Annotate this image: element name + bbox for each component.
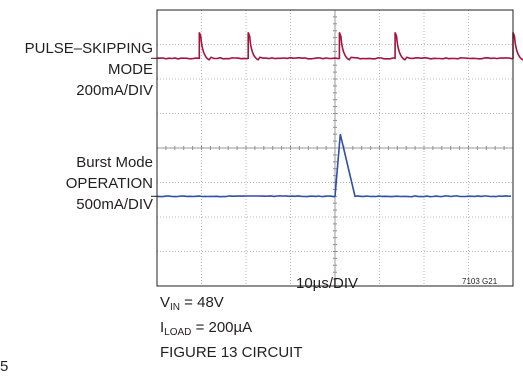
trace2-label-line1: Burst Mode: [76, 154, 153, 171]
corner-page-mark: 5: [0, 358, 9, 375]
trace2-label-line2: OPERATION: [65, 175, 153, 192]
trace1-label-line2: MODE: [108, 61, 153, 78]
plot-frame: [156, 9, 514, 287]
trace1-label-line3: 200mA/DIV: [76, 82, 153, 99]
scope-traces: [151, 32, 523, 198]
test-conditions: VIN = 48V ILOAD = 200µA FIGURE 13 CIRCUI…: [160, 293, 303, 363]
trace2-label: Burst Mode OPERATION 500mA/DIV: [66, 152, 153, 215]
trace2-label-line3: 500mA/DIV: [76, 196, 153, 213]
trace-pulse-skipping: [156, 32, 523, 61]
iload-condition: ILOAD = 200µA: [160, 319, 253, 338]
circuit-reference: FIGURE 13 CIRCUIT: [160, 344, 303, 361]
vin-condition: VIN = 48V: [160, 294, 224, 313]
x-axis-label: 10µs/DIV: [296, 275, 358, 292]
trace-burst-mode: [156, 134, 512, 198]
scope-grid: [156, 9, 514, 287]
trace1-label-line1: PULSE–SKIPPING: [24, 40, 153, 57]
figure-id: 7103 G21: [462, 277, 498, 286]
trace1-label: PULSE–SKIPPING MODE 200mA/DIV: [25, 38, 153, 101]
